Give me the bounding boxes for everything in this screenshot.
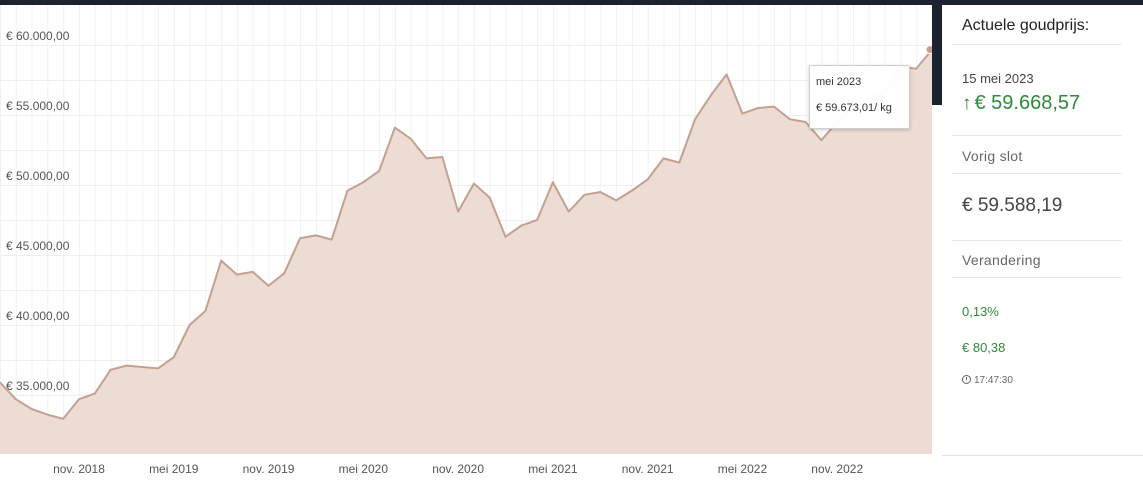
- y-tick-label: € 35.000,00: [6, 379, 70, 393]
- data-point: [615, 199, 617, 202]
- data-point: [346, 189, 349, 192]
- x-tick-label: nov. 2019: [243, 462, 295, 476]
- data-point: [631, 189, 633, 192]
- y-tick-label: € 60.000,00: [6, 29, 70, 43]
- price-date: 15 mei 2023: [962, 71, 1034, 86]
- data-point: [315, 234, 317, 237]
- tooltip-value: € 59.673,01/ kg: [816, 102, 892, 114]
- data-point: [725, 73, 728, 76]
- divider: [952, 173, 1122, 174]
- update-time-value: 17:47:30: [974, 375, 1013, 386]
- data-point: [62, 418, 64, 420]
- data-point: [46, 413, 49, 416]
- data-point: [583, 194, 586, 196]
- data-point: [330, 238, 333, 241]
- clock-icon: [962, 375, 971, 384]
- hover-point: [925, 45, 932, 55]
- data-point: [552, 181, 554, 183]
- current-price-value: € 59.668,57: [974, 92, 1081, 114]
- data-point: [599, 191, 602, 193]
- data-point: [457, 210, 459, 213]
- y-tick-label: € 55.000,00: [6, 99, 70, 113]
- data-point: [0, 381, 1, 384]
- divider: [952, 277, 1122, 278]
- previous-close-label: Vorig slot: [962, 148, 1023, 164]
- data-point: [520, 224, 523, 227]
- y-tick-label: € 45.000,00: [6, 239, 70, 253]
- x-tick-label: nov. 2018: [53, 462, 105, 476]
- data-point: [378, 170, 380, 172]
- data-point: [441, 156, 444, 158]
- series-line: [0, 48, 932, 420]
- arrow-up-icon: ↑: [962, 93, 972, 114]
- data-point: [236, 273, 238, 276]
- data-point: [15, 398, 17, 401]
- x-tick-label: mei 2019: [149, 462, 199, 476]
- data-point: [504, 236, 507, 238]
- x-tick-label: nov. 2021: [622, 462, 674, 476]
- data-point: [188, 324, 191, 326]
- data-point: [710, 94, 712, 97]
- x-tick-label: mei 2020: [339, 462, 389, 476]
- data-point: [409, 138, 412, 140]
- y-tick-label: € 40.000,00: [6, 309, 70, 323]
- current-price: ↑ € 59.668,57: [962, 92, 1080, 115]
- data-point: [646, 178, 649, 181]
- data-point: [536, 219, 538, 221]
- data-point: [789, 118, 791, 120]
- update-time: 17:47:30: [962, 375, 1013, 386]
- gold-price-chart[interactable]: € 60.000,00 € 55.000,00 € 50.000,00 € 45.00…: [0, 5, 932, 489]
- data-point: [283, 272, 286, 275]
- divider: [952, 240, 1122, 241]
- panel-title: Actuele goudprijs:: [962, 17, 1090, 34]
- tooltip-date: mei 2023: [816, 76, 862, 88]
- top-bar: [0, 0, 1143, 5]
- price-panel: Actuele goudprijs: 15 mei 2023 ↑ € 59.668…: [942, 5, 1143, 456]
- data-point: [173, 356, 175, 359]
- data-point: [251, 271, 254, 273]
- x-tick-label: nov. 2020: [432, 462, 484, 476]
- data-point: [299, 237, 301, 239]
- data-point: [662, 157, 665, 160]
- data-point: [678, 161, 681, 164]
- data-point: [94, 392, 96, 395]
- data-point: [267, 285, 270, 287]
- data-point: [109, 369, 112, 371]
- change-percent: 0,13%: [962, 304, 999, 319]
- data-point: [804, 121, 807, 123]
- data-point: [757, 107, 759, 109]
- data-point: [394, 126, 396, 129]
- x-tick-label: mei 2021: [528, 462, 578, 476]
- data-point: [473, 182, 475, 185]
- y-tick-label: € 50.000,00: [6, 169, 70, 183]
- data-point: [425, 157, 428, 160]
- data-point: [820, 139, 823, 141]
- data-point: [741, 112, 744, 115]
- data-point: [773, 105, 775, 108]
- data-point: [157, 367, 159, 370]
- data-point: [362, 181, 365, 183]
- data-point: [204, 310, 207, 312]
- chart-tooltip: mei 2023 € 59.673,01/ kg: [809, 65, 910, 129]
- previous-close-value: € 59.588,19: [962, 195, 1063, 216]
- divider: [952, 44, 1122, 45]
- data-point: [30, 408, 33, 410]
- x-tick-label: nov. 2022: [811, 462, 863, 476]
- chart-svg: € 60.000,00 € 55.000,00 € 50.000,00 € 45.00…: [0, 5, 932, 476]
- change-label: Verandering: [962, 252, 1041, 268]
- divider: [952, 135, 1122, 136]
- change-value: € 80,38: [962, 340, 1006, 355]
- data-point: [488, 196, 491, 199]
- data-point: [694, 118, 696, 120]
- data-point: [220, 259, 222, 262]
- data-point: [78, 398, 80, 401]
- x-tick-label: mei 2022: [718, 462, 768, 476]
- data-point: [915, 68, 917, 70]
- data-point: [141, 366, 143, 368]
- data-point: [567, 210, 570, 213]
- data-point: [125, 364, 128, 367]
- series-area: [0, 49, 932, 454]
